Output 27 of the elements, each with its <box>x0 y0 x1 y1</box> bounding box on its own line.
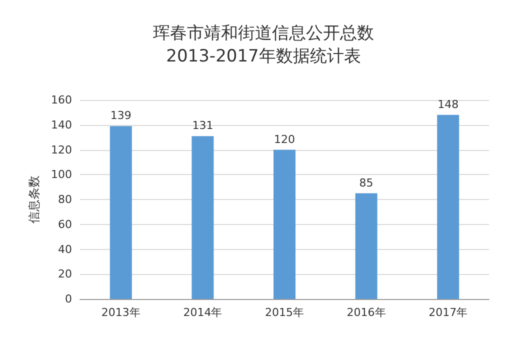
bar <box>437 114 460 299</box>
data-label: 85 <box>359 176 374 190</box>
x-tick-label: 2016年 <box>346 306 386 319</box>
x-tick-label: 2015年 <box>265 306 304 319</box>
chart-subtitle: 2013-2017年数据统计表 <box>166 46 361 66</box>
x-tick-label: 2014年 <box>183 306 222 319</box>
bar <box>110 126 132 299</box>
y-tick-label: 160 <box>51 94 72 106</box>
chart-title: 珲春市靖和街道信息公开总数 <box>153 24 374 44</box>
y-tick-label: 120 <box>51 143 72 156</box>
x-tick-label: 2017年 <box>428 306 468 319</box>
data-label: 139 <box>110 109 132 122</box>
y-tick-label: 140 <box>51 118 72 132</box>
bar <box>274 150 296 299</box>
y-tick-label: 40 <box>58 242 72 256</box>
y-tick-label: 60 <box>58 218 72 231</box>
bar <box>355 193 378 299</box>
y-axis-title: 信息条数 <box>27 176 41 224</box>
y-tick-label: 100 <box>51 168 72 182</box>
y-tick-label: 20 <box>58 268 72 281</box>
data-label: 131 <box>192 119 214 132</box>
data-label: 148 <box>438 98 459 111</box>
bar <box>192 136 214 299</box>
y-tick-label: 80 <box>58 193 72 206</box>
x-tick-label: 2013年 <box>101 306 140 319</box>
y-tick-label: 0 <box>65 292 72 306</box>
data-label: 120 <box>274 132 295 146</box>
